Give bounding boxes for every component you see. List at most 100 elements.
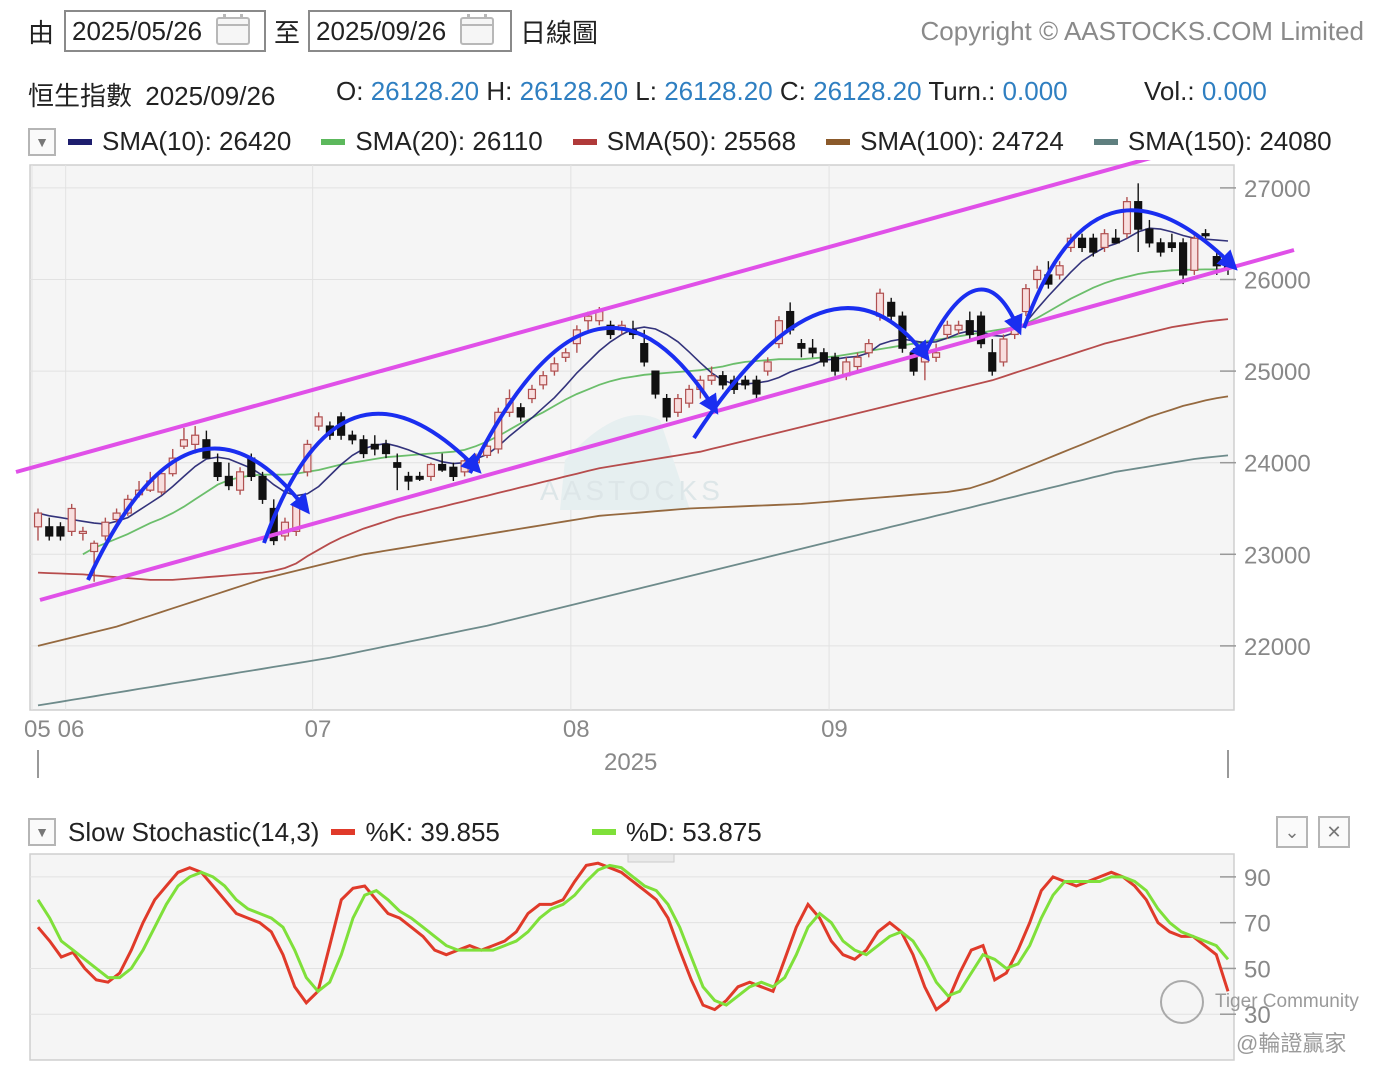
- candle: [741, 375, 750, 390]
- candle-body: [685, 388, 694, 404]
- indicator-dropdown-icon[interactable]: ▼: [28, 127, 56, 156]
- candle-body: [1021, 288, 1031, 313]
- stoch-y-tick-label: 90: [1244, 865, 1271, 892]
- candle: [314, 412, 323, 431]
- sma-legend-label: SMA(20): 26110: [355, 126, 543, 156]
- x-tick-label: 07: [305, 716, 332, 743]
- candle: [224, 462, 233, 491]
- calendar-icon[interactable]: [460, 14, 495, 45]
- candle: [45, 517, 54, 541]
- date-range-toolbar: 由 2025/05/26 至 2025/09/26 日線圖: [28, 10, 598, 52]
- candle: [561, 348, 570, 362]
- candle: [1077, 233, 1087, 253]
- candle-body: [1077, 237, 1087, 249]
- stoch-plot-area: [29, 853, 1235, 1061]
- candle: [1055, 261, 1064, 280]
- candle: [415, 471, 424, 482]
- candle: [235, 467, 245, 495]
- high-label: H:: [486, 76, 513, 106]
- candle-body: [1089, 237, 1098, 253]
- copyright-text: Copyright © AASTOCKS.COM Limited: [920, 16, 1365, 46]
- candle-body: [808, 347, 817, 354]
- candle: [1156, 238, 1165, 257]
- chart-type-label[interactable]: 日線圖: [520, 17, 599, 48]
- candle: [707, 366, 716, 385]
- candle-body: [920, 356, 929, 363]
- k-legend: %K: 39.855: [365, 816, 500, 847]
- candle-body: [191, 434, 200, 445]
- stoch-y-tick-label: 70: [1244, 911, 1271, 938]
- candle-body: [415, 475, 424, 480]
- candle: [33, 508, 43, 541]
- candle: [1089, 233, 1098, 257]
- candle-body: [112, 512, 121, 521]
- candle: [976, 311, 986, 349]
- candle: [1122, 197, 1132, 239]
- candle: [685, 384, 694, 408]
- candle-body: [1055, 265, 1064, 276]
- candle-body: [887, 301, 896, 317]
- candle: [1190, 233, 1199, 275]
- candle: [999, 334, 1008, 367]
- candle: [1201, 229, 1210, 239]
- stoch-y-tick-label: 30: [1244, 1002, 1271, 1029]
- y-tick-label: 26000: [1244, 267, 1311, 294]
- candle: [359, 435, 368, 459]
- sma-swatch: [572, 138, 597, 145]
- watermark-user: @輪證贏家: [1236, 1031, 1347, 1056]
- from-date-field[interactable]: 2025/05/26: [64, 10, 267, 52]
- candle-body: [999, 338, 1008, 363]
- price-chart: 22000 23000 24000 25000 26000 27000 05 06 07 08 09…: [15, 160, 1311, 778]
- candle-body: [1111, 237, 1120, 244]
- candle-body: [965, 320, 974, 336]
- stoch-y-tick-label: 50: [1244, 956, 1271, 983]
- scroll-handle: [627, 853, 675, 863]
- to-label: 至: [274, 17, 301, 48]
- candle-body: [763, 361, 772, 372]
- candle: [438, 453, 447, 472]
- d-line: [36, 863, 1230, 1007]
- turnover-label: Turn.:: [928, 76, 996, 106]
- sma-legend-item: SMA(20): 26110: [321, 126, 543, 157]
- y-tick-label: 22000: [1244, 634, 1311, 661]
- stochastic-dropdown-icon[interactable]: ▼: [28, 818, 56, 846]
- trend-arrow: [468, 325, 719, 474]
- volume-info: Vol.: 0.000: [1144, 76, 1267, 107]
- candle-body: [539, 375, 548, 386]
- trend-arrow: [262, 411, 482, 544]
- candle: [213, 453, 222, 482]
- close-panel-icon[interactable]: ✕: [1318, 816, 1350, 848]
- candle: [426, 462, 436, 482]
- close-value: 26128.20: [813, 76, 922, 106]
- candle-body: [718, 375, 727, 386]
- candle-body: [954, 324, 963, 331]
- candle: [1134, 183, 1143, 253]
- sma-legend: ▼ SMA(10): 26420 SMA(20): 26110 SMA(50): 2…: [28, 126, 1362, 157]
- candle-body: [651, 370, 660, 395]
- y-tick-label: 27000: [1244, 176, 1311, 203]
- candle: [404, 471, 413, 491]
- candle-body: [67, 507, 76, 532]
- candle-body: [449, 466, 458, 478]
- candle: [718, 371, 727, 390]
- candle-body: [640, 343, 649, 363]
- candle-body: [90, 542, 99, 553]
- candle: [179, 427, 189, 449]
- x-tick-label: 05: [24, 716, 51, 743]
- candle: [887, 297, 896, 321]
- x-year-label: 2025: [604, 749, 657, 776]
- calendar-icon[interactable]: [216, 14, 251, 45]
- collapse-panel-icon[interactable]: ⌄: [1276, 816, 1308, 848]
- sma150-line: [37, 454, 1229, 707]
- candle-body: [853, 356, 862, 368]
- candle: [348, 430, 357, 445]
- candle-body: [584, 315, 593, 322]
- candle-body: [662, 397, 671, 418]
- candle-body: [101, 521, 110, 537]
- candle-body: [1179, 242, 1188, 276]
- d-legend: %D: 53.875: [625, 816, 762, 847]
- to-date-field[interactable]: 2025/09/26: [308, 10, 513, 52]
- sma-legend-label: SMA(150): 24080: [1127, 126, 1332, 156]
- y-tick-label: 23000: [1244, 542, 1311, 569]
- candle: [393, 453, 402, 491]
